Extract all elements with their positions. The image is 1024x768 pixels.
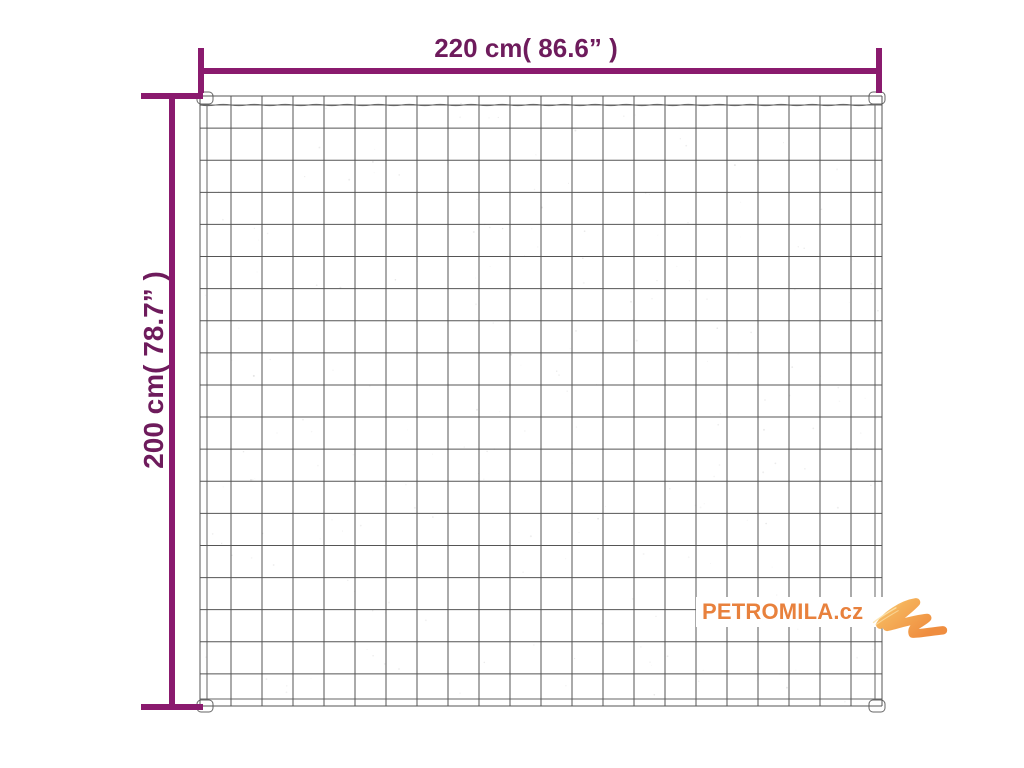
svg-text:200 cm( 78.7” ): 200 cm( 78.7” ) [138,271,169,469]
svg-text:220 cm( 86.6” ): 220 cm( 86.6” ) [434,33,618,63]
